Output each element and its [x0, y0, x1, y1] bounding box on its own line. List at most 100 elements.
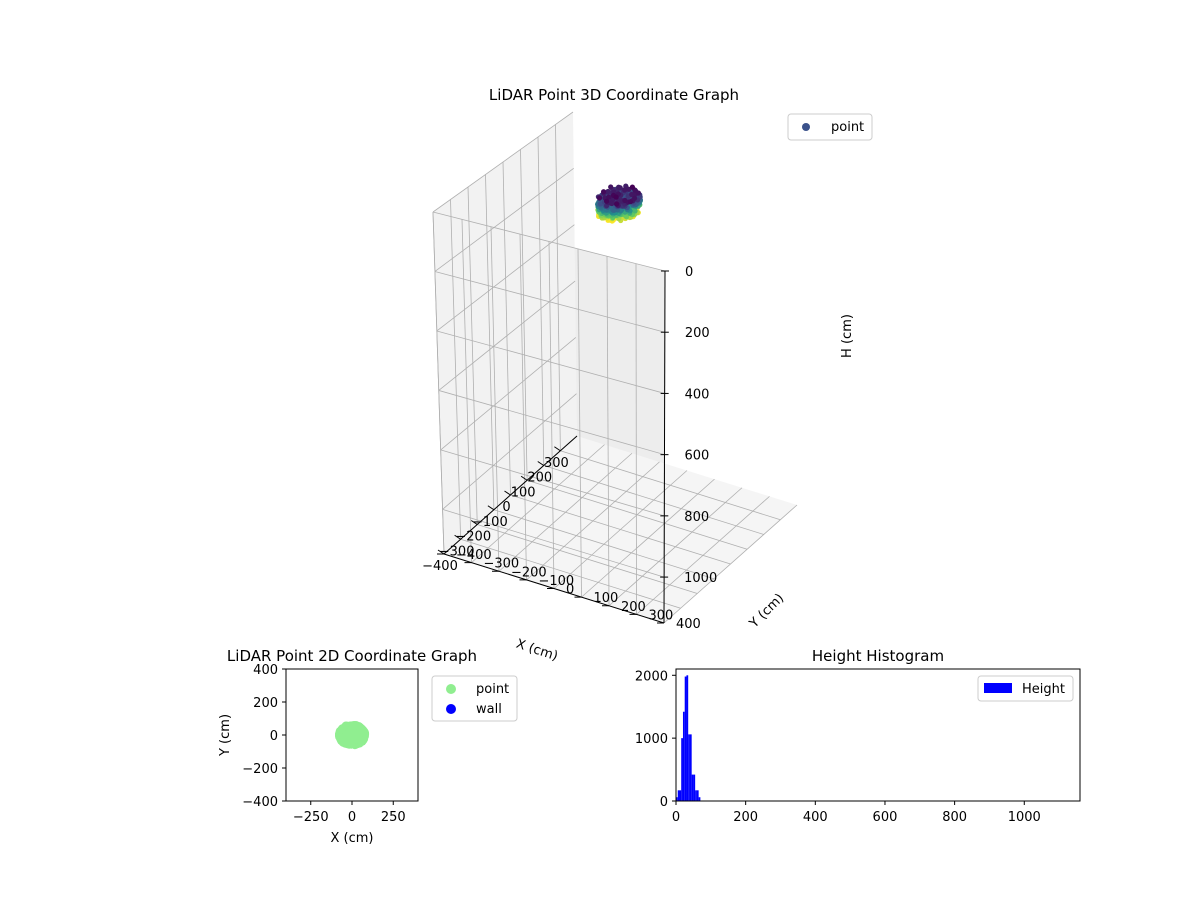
chart-histogram-legend-swatch — [984, 683, 1012, 693]
chart-3d-gridline-y — [606, 256, 610, 606]
chart-3d-ztick-label: 1000 — [684, 571, 717, 586]
chart-3d-grid — [432, 111, 798, 624]
chart-3d-legend-marker — [802, 123, 810, 131]
chart-3d-point — [635, 190, 642, 196]
chart-histogram: Height Histogram 0 200 400 600 800 1000 0 1000 2… — [635, 647, 1081, 825]
chart-3d-point — [622, 197, 628, 203]
chart-3d-gridline-y — [581, 478, 715, 598]
chart-2d-ytick-label: −400 — [242, 795, 278, 810]
chart-3d-point — [596, 195, 603, 201]
chart-3d-ytick-label: 100 — [594, 591, 619, 606]
chart-3d-xtick-label: 200 — [527, 471, 552, 486]
chart-3d-gridline-y — [635, 263, 637, 615]
chart-histogram-legend: Height — [977, 675, 1074, 702]
chart-3d-gridline-x — [520, 149, 528, 481]
chart-3d-ztick-label: 400 — [685, 387, 710, 402]
chart-histogram-plot-area — [675, 668, 1081, 802]
chart-3d-gridline-z — [432, 211, 666, 272]
chart-3d-ticks: −400−300−200−1000100200300−400−300−200−1… — [422, 265, 717, 632]
chart-histogram-ytick-label: 0 — [660, 795, 668, 810]
chart-2d-points — [335, 721, 370, 750]
chart-3d-gridline-z — [438, 280, 576, 391]
chart-2d-ticks: −250 0 250 −400 −200 0 200 400 — [242, 663, 405, 825]
chart-histogram-bar — [695, 790, 697, 801]
chart-3d-ztick-label: 800 — [684, 510, 709, 525]
chart-3d-point — [632, 208, 638, 214]
chart-3d-gridline-z — [434, 168, 574, 272]
chart-3d-gridline-x — [537, 136, 545, 466]
chart-histogram-bar — [679, 790, 682, 801]
chart-histogram-bar — [693, 774, 696, 801]
chart-2d-legend-label-wall: wall — [476, 702, 502, 717]
chart-3d-gridline-x — [555, 124, 561, 451]
chart-3d-point — [608, 184, 614, 190]
chart-histogram-bar — [681, 738, 683, 801]
chart-3d-point — [597, 201, 604, 207]
chart-3d-gridline-z — [436, 330, 665, 394]
chart-3d-point — [604, 198, 610, 204]
chart-2d-point — [358, 725, 367, 734]
chart-2d-point — [340, 732, 349, 741]
chart-2d-xtick-label: 250 — [381, 810, 406, 825]
chart-3d-xtick-label: −300 — [439, 544, 475, 559]
chart-histogram-legend-label: Height — [1022, 682, 1065, 697]
chart-3d-point — [601, 189, 607, 195]
chart-3d-point — [609, 200, 615, 207]
chart-histogram-bar — [676, 797, 678, 801]
chart-2d-legend-marker-wall — [446, 704, 456, 714]
chart-3d-gridline-y — [490, 226, 500, 572]
chart-3d-gridline-z — [434, 271, 665, 333]
chart-histogram-ytick-label: 2000 — [635, 669, 668, 684]
chart-3d-xtick — [487, 505, 495, 511]
chart-3d-gridline-y — [519, 234, 527, 580]
chart-3d-ytick-label: 0 — [566, 583, 574, 598]
chart-3d-xtick-label: 100 — [511, 485, 536, 500]
chart-3d-point — [605, 189, 611, 195]
chart-histogram-ticks: 0 200 400 600 800 1000 0 1000 2000 — [635, 669, 1041, 825]
chart-3d-ylabel: Y (cm) — [746, 591, 787, 632]
chart-2d-xtick-label: −250 — [293, 810, 329, 825]
chart-histogram-bar — [686, 675, 689, 801]
chart-3d-xtick-label: −400 — [422, 559, 458, 574]
chart-3d-gridline-y — [608, 487, 743, 607]
chart-3d-xtick-label: −100 — [472, 515, 508, 530]
chart-2d-legend-label-point: point — [476, 682, 509, 697]
chart-3d-point — [629, 184, 636, 190]
chart-2d-title: LiDAR Point 2D Coordinate Graph — [227, 647, 477, 665]
chart-3d-point — [617, 185, 623, 191]
chart-histogram-title: Height Histogram — [812, 647, 944, 665]
chart-3d-ztick-label: 200 — [685, 326, 710, 341]
chart-histogram-bar — [691, 774, 694, 801]
chart-3d-point — [611, 207, 617, 213]
chart-2d-point — [347, 738, 356, 746]
chart-3d-point — [631, 195, 638, 201]
chart-3d-xtick-label: 300 — [544, 456, 569, 471]
chart-2d-legend-marker-point — [446, 684, 456, 694]
chart-3d-axis-z — [663, 270, 666, 624]
chart-2d: LiDAR Point 2D Coordinate Graph −250 0 250… — [218, 647, 518, 846]
chart-3d-point — [627, 199, 634, 205]
chart-3d-xtick-label: −200 — [455, 530, 491, 545]
chart-3d-point — [613, 194, 619, 200]
chart-3d-title: LiDAR Point 3D Coordinate Graph — [489, 86, 739, 104]
chart-3d-gridline-y — [471, 444, 605, 563]
chart-2d-legend: point wall — [431, 675, 518, 722]
chart-3d-points — [595, 183, 644, 224]
chart-3d-gridline-y — [526, 461, 660, 581]
chart-histogram-bar — [696, 790, 699, 801]
chart-3d-gridline-z — [440, 449, 665, 517]
chart-3d-xtick — [437, 549, 445, 555]
chart-3d-ytick-label: −100 — [539, 574, 575, 589]
chart-3d-point — [606, 194, 612, 200]
chart-3d-xlabel: X (cm) — [514, 637, 560, 665]
chart-3d-gridline-x — [485, 174, 495, 510]
chart-3d-gridline-z — [440, 337, 577, 451]
chart-3d-gridline-z — [436, 224, 575, 332]
chart-histogram-bar — [689, 734, 692, 801]
chart-3d-gridline-y — [577, 248, 582, 598]
chart-3d-ytick-label: 300 — [649, 608, 674, 623]
chart-3d-gridline-x — [467, 186, 478, 525]
chart-3d-gridline-x — [502, 161, 511, 496]
chart-3d-xtick — [504, 490, 511, 496]
